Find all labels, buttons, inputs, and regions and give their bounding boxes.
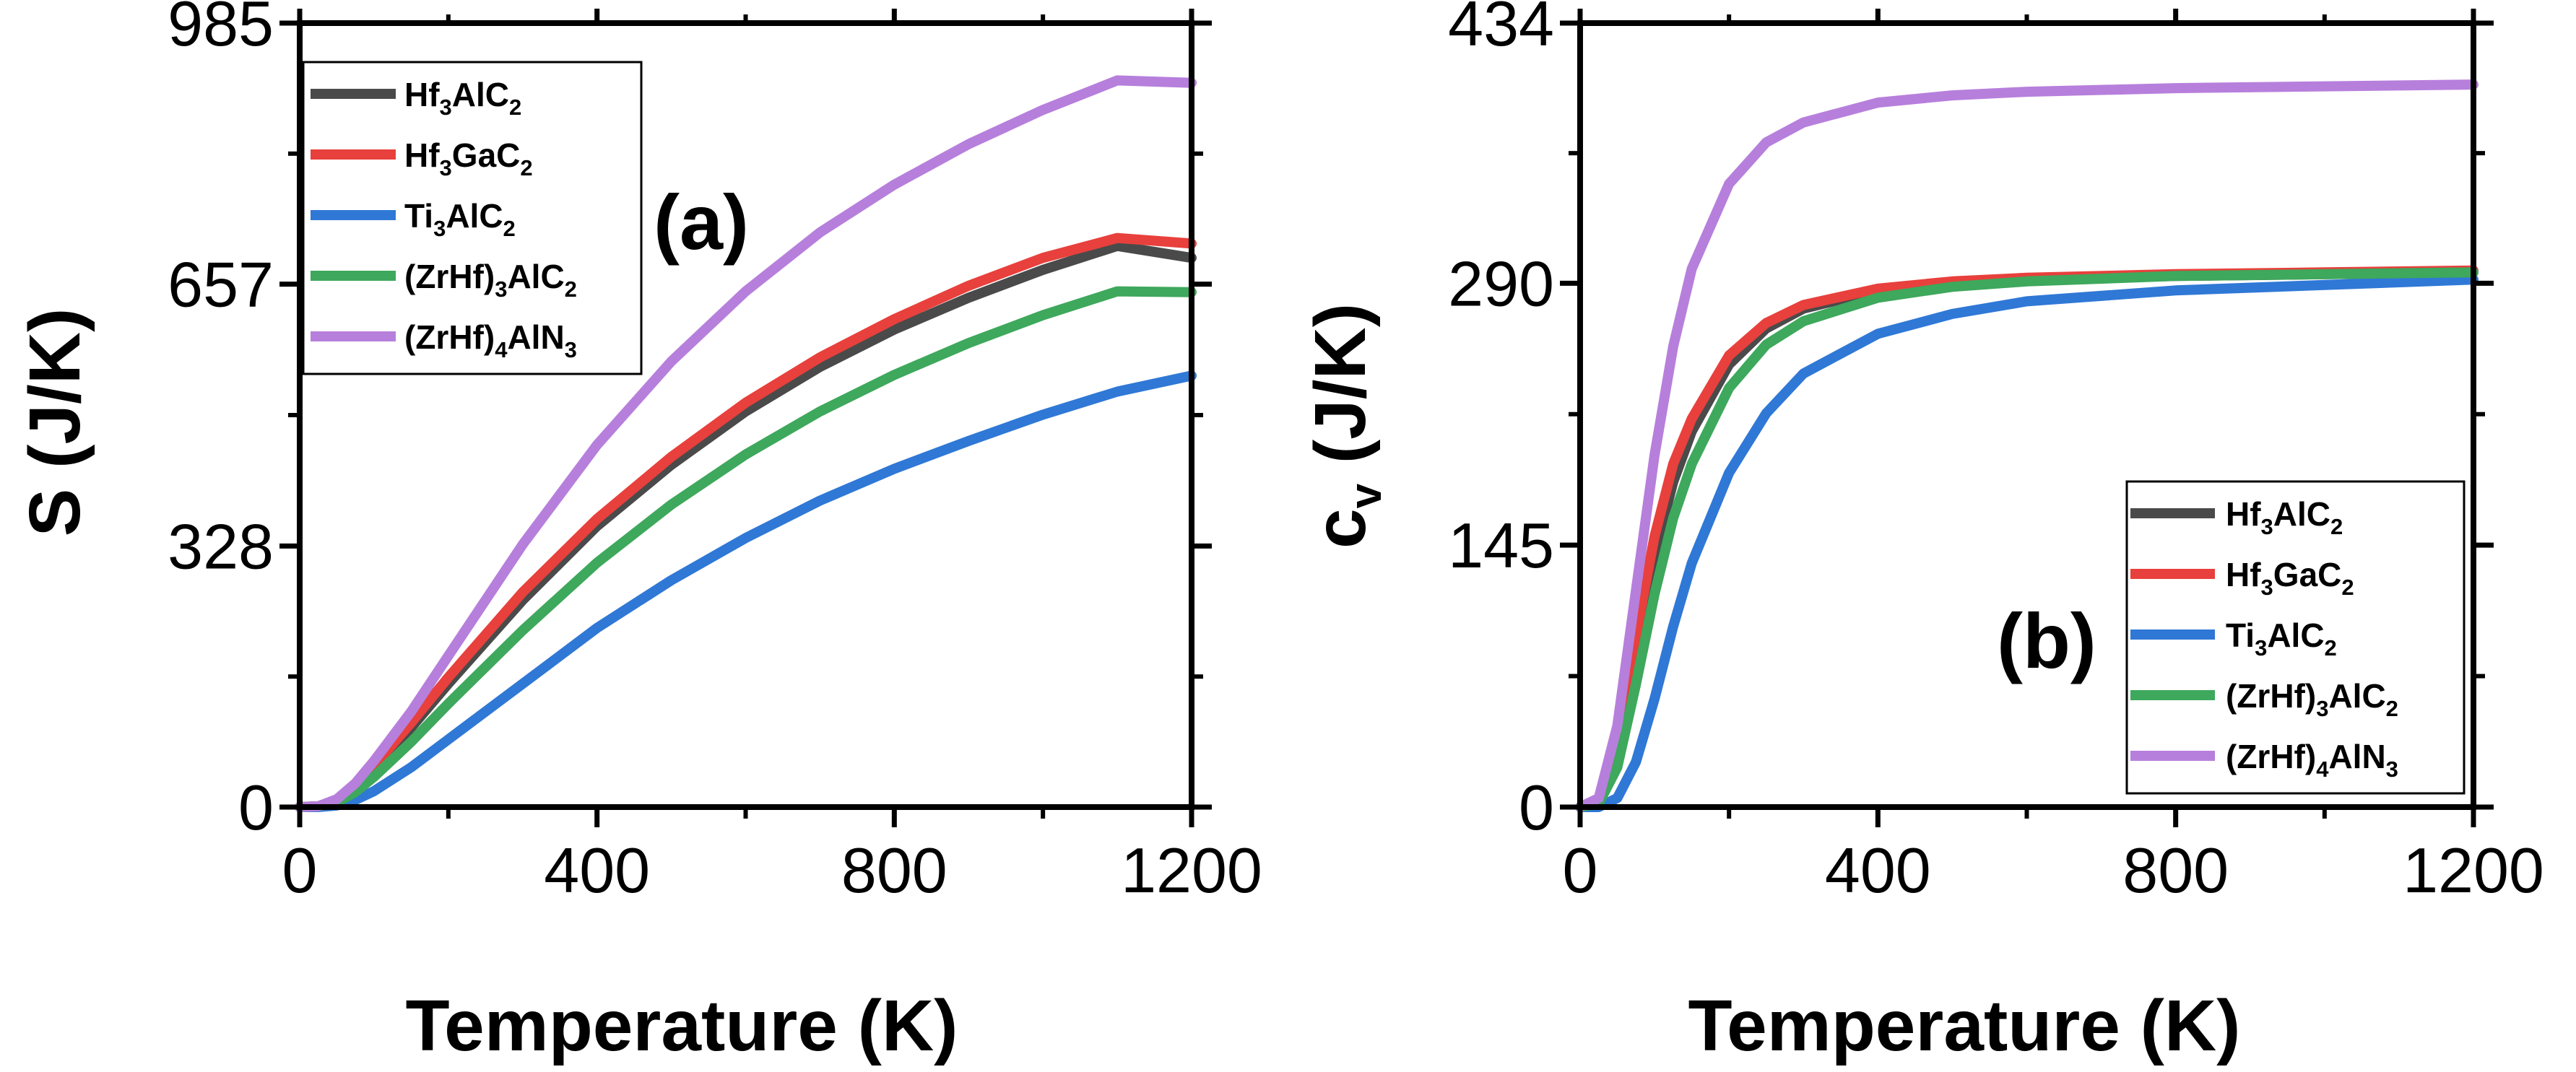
panel-b-legend-entry: (ZrHf)3AlC2 [2130,677,2398,721]
panel-b-x-tick-label: 0 [1563,834,1598,906]
panel-a-x-tick-label: 1200 [1121,834,1262,906]
panel-b-legend-label-zrhf4aln3: (ZrHf)4AlN3 [2226,738,2398,782]
legend-subscript: 2 [503,216,516,241]
panel-b-legend-label-ti3alc2: Ti3AlC2 [2226,616,2337,661]
panel-a-y-tick-label: 657 [168,249,274,321]
legend-subscript: 3 [2316,696,2328,721]
panel-a-panel-label: (a) [654,178,749,266]
legend-text-run: AlC [2328,677,2385,715]
panel-a-x-tick-label: 400 [544,834,650,906]
legend-subscript: 4 [495,337,508,362]
panel-a-x-axis-title: Temperature (K) [406,985,958,1066]
panel-a-y-tick-label: 328 [168,510,274,582]
legend-text-run: AlC [452,76,509,113]
legend-text-run: Hf [404,76,440,113]
panel-a-legend-entry: Hf3AlC2 [311,76,521,120]
legend-text-run: GaC [452,136,521,174]
panel-b-series-zrhf3alc2 [1575,267,2479,812]
panel-a-legend-entry: (ZrHf)3AlC2 [311,258,577,302]
legend-subscript: 3 [2255,635,2267,661]
panel-a-y-tick-label: 0 [238,772,274,843]
panel-a-series-zrhf4aln3 [295,75,1197,812]
panel-b-heat-capacity-chart: cv (J/K) Temperature (K) 0 400 800 1200 0 145… [1300,0,2544,1066]
panel-a-series-zrhf3alc2 [295,286,1197,812]
panel-a-legend-label-zrhf4aln3: (ZrHf)4AlN3 [404,318,577,362]
legend-text-run: AlN [507,318,564,356]
legend-text-run: AlC [2273,495,2330,533]
panel-a-x-tick-label: 0 [282,834,318,906]
legend-text-run: (ZrHf) [404,318,495,356]
legend-subscript: 2 [2386,696,2398,721]
legend-text-run: Ti [2226,616,2255,654]
panel-b-legend-entry: Hf3GaC2 [2130,556,2354,600]
legend-subscript: 2 [520,155,532,180]
panel-b-x-tick-label: 400 [1825,834,1931,906]
legend-subscript: 3 [433,216,446,241]
panel-a-series-ti3alc2 [295,370,1197,812]
panel-a-y-axis-title: S (J/K) [14,308,95,537]
panel-b-legend-label-hf3alc2: Hf3AlC2 [2226,495,2343,539]
panel-a-x-tick-label: 800 [841,834,947,906]
legend-text-run: Hf [2226,495,2261,533]
legend-subscript: 2 [2341,575,2354,600]
legend-text-run: GaC [2273,556,2342,593]
panel-b-legend-entry: Hf3AlC2 [2130,495,2343,539]
panel-a-legend: Hf3AlC2Hf3GaC2Ti3AlC2(ZrHf)3AlC2(ZrHf)4A… [302,61,643,375]
panel-b-y-axis-title-main: c [1300,508,1381,549]
legend-subscript: 3 [2261,575,2273,600]
legend-subscript: 3 [2386,757,2398,782]
panel-a-legend-label-hf3alc2: Hf3AlC2 [404,76,521,120]
legend-subscript: 3 [2261,514,2273,539]
legend-text-run: AlC [507,258,564,295]
legend-text-run: AlC [2267,616,2324,654]
panel-a-legend-entry: (ZrHf)4AlN3 [311,318,577,362]
panel-b-legend-label-hf3gac2: Hf3GaC2 [2226,556,2354,600]
legend-subscript: 2 [509,95,521,120]
legend-subscript: 4 [2316,757,2329,782]
legend-text-run: (ZrHf) [404,258,495,295]
panel-b-y-tick-label: 0 [1519,772,1554,843]
panel-b-y-tick-label: 290 [1448,248,1554,319]
panel-b-x-tick-label: 800 [2122,834,2229,906]
panel-a-entropy-chart: S (J/K) Temperature (K) 0 400 800 1200 0 328 6… [14,0,1262,1066]
legend-subscript: 2 [565,276,577,302]
panel-b-y-axis-title: cv (J/K) [1300,303,1391,549]
legend-text-run: Ti [404,197,433,235]
panel-a-legend-label-hf3gac2: Hf3GaC2 [404,136,533,180]
panel-b-x-tick-label: 1200 [2403,834,2544,906]
panel-b-x-axis-title: Temperature (K) [1688,985,2241,1066]
legend-text-run: (ZrHf) [2226,738,2316,775]
panel-b-y-axis-title-units: (J/K) [1300,303,1381,484]
panel-b-legend-label-zrhf3alc2: (ZrHf)3AlC2 [2226,677,2398,721]
panel-a-legend-label-ti3alc2: Ti3AlC2 [404,197,516,241]
panel-b-legend-entry: (ZrHf)4AlN3 [2130,738,2398,782]
legend-text-run: Hf [404,136,440,174]
panel-a-legend-entry: Hf3GaC2 [311,136,533,180]
legend-subscript: 3 [495,276,507,302]
legend-text-run: AlN [2328,738,2385,775]
legend-subscript: 3 [440,155,452,180]
legend-text-run: AlC [446,197,503,235]
panel-b-legend-entry: Ti3AlC2 [2130,616,2337,661]
panel-b-y-axis-title-subscript: v [1341,483,1391,508]
panel-b-y-tick-label: 145 [1448,510,1554,581]
legend-subscript: 2 [2325,635,2337,661]
panel-a-y-tick-label: 985 [168,0,274,59]
panel-a-legend-entry: Ti3AlC2 [311,197,516,241]
panel-b-panel-label: (b) [1997,597,2096,684]
legend-subscript: 3 [565,337,577,362]
panel-b-legend: Hf3AlC2Hf3GaC2Ti3AlC2(ZrHf)3AlC2(ZrHf)4A… [2125,480,2466,795]
legend-subscript: 2 [2330,514,2343,539]
legend-text-run: (ZrHf) [2226,677,2316,715]
panel-b-series-zrhf4aln3 [1575,79,2479,812]
panel-b-y-tick-label: 434 [1448,0,1554,59]
legend-text-run: Hf [2226,556,2261,593]
legend-subscript: 3 [440,95,452,120]
panel-b-series-ti3alc2 [1575,274,2479,812]
panel-a-legend-label-zrhf3alc2: (ZrHf)3AlC2 [404,258,577,302]
